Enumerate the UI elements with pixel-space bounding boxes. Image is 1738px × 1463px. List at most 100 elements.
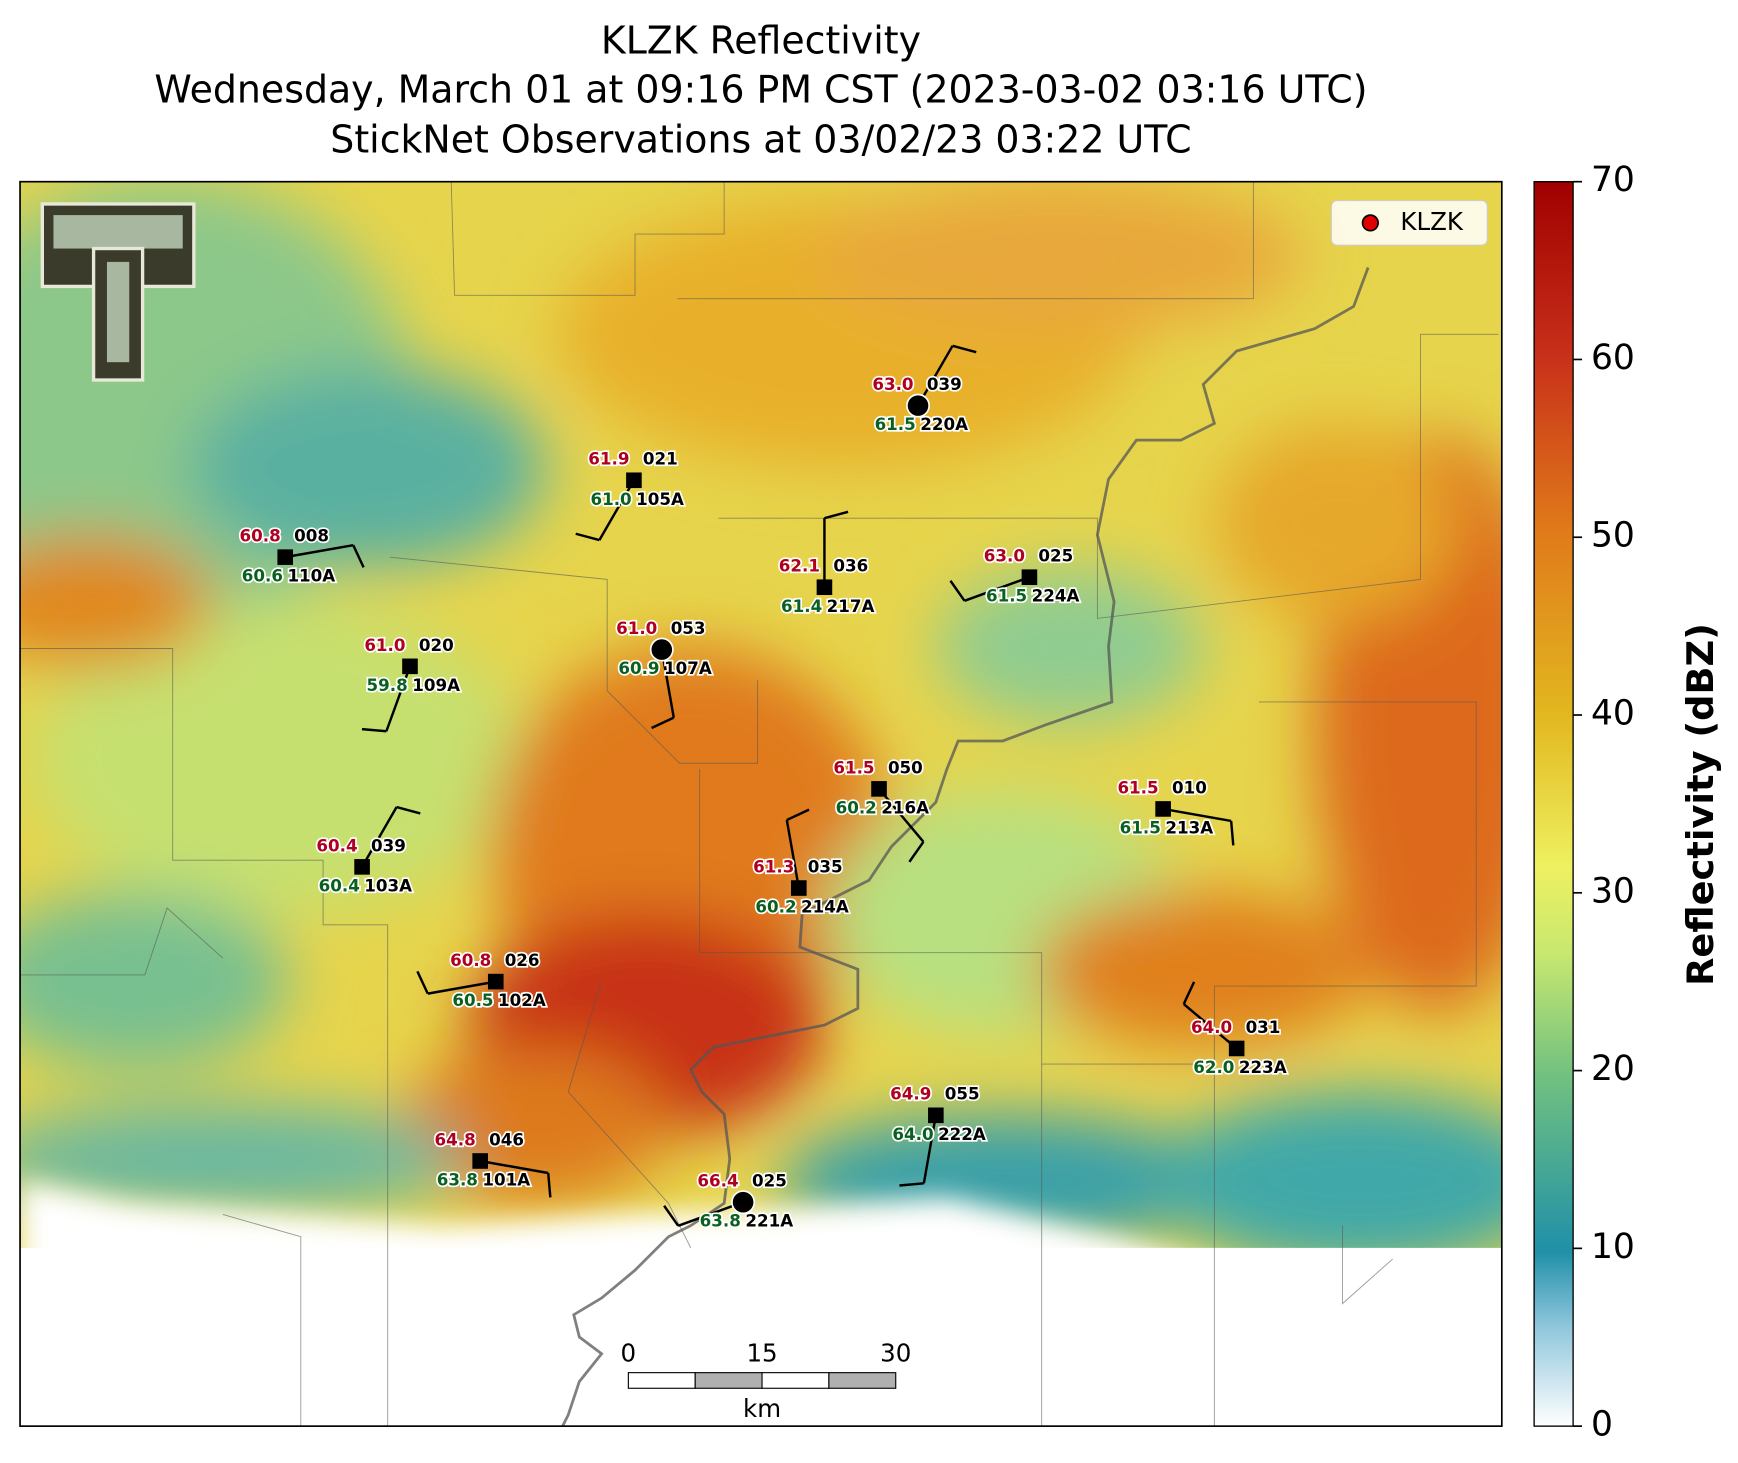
- station-id: 221A: [745, 1211, 793, 1231]
- station-marker: [626, 472, 642, 489]
- temperature: 64.9: [890, 1084, 931, 1104]
- temperature: 62.1: [779, 556, 820, 576]
- temperature: 61.5: [833, 757, 874, 777]
- station-marker: [354, 859, 370, 875]
- wind-direction: 025: [1038, 546, 1073, 566]
- wind-barb-flag: [949, 580, 966, 602]
- dewpoint: 61.0: [590, 489, 631, 509]
- wind-direction: 035: [808, 856, 843, 876]
- wind-direction: 050: [888, 757, 923, 777]
- wind-barb-flag: [396, 805, 421, 815]
- wind-barb-flag: [786, 808, 810, 822]
- station-marker: [1021, 569, 1038, 585]
- legend-marker: [1361, 214, 1379, 232]
- colorbar-tick-label: 20: [1591, 1049, 1635, 1089]
- wind-direction: 036: [833, 556, 868, 576]
- station-marker: [649, 637, 674, 662]
- temperature: 61.5: [1117, 777, 1158, 797]
- colorbar-tick-label: 40: [1591, 694, 1635, 734]
- dewpoint: 60.6: [242, 566, 283, 586]
- scale-tick-label: 0: [621, 1339, 637, 1368]
- wind-barb: [785, 819, 801, 889]
- stations: 60.8 008 60.6 110A 61.0 020 59.8 109A 61.9 021 61.…: [238, 344, 1288, 1232]
- wind-barb-flag: [416, 970, 429, 995]
- temperature: 63.0: [984, 546, 1025, 566]
- dewpoint: 64.0: [892, 1124, 933, 1144]
- station-marker: [791, 880, 807, 896]
- wind-barb-flag: [546, 1172, 552, 1198]
- temperature: 61.3: [753, 856, 794, 876]
- wind-direction: 010: [1172, 777, 1207, 797]
- station-id: 101A: [482, 1170, 530, 1190]
- dewpoint: 60.2: [755, 897, 796, 917]
- scale-segment: [828, 1372, 897, 1389]
- temperature: 61.9: [588, 449, 629, 469]
- wind-direction: 046: [489, 1129, 524, 1149]
- wind-barb-flag: [1182, 981, 1196, 1005]
- wind-direction: 039: [371, 835, 406, 855]
- station-marker: [731, 1190, 756, 1215]
- station-marker: [1228, 1040, 1245, 1057]
- temperature: 63.0: [872, 374, 913, 394]
- wind-barb: [964, 576, 1030, 602]
- station-marker: [277, 549, 294, 565]
- river: [561, 266, 1370, 1427]
- station-marker: [472, 1153, 488, 1169]
- wind-barb: [878, 788, 925, 843]
- dewpoint: 63.8: [437, 1170, 478, 1190]
- station-marker: [871, 781, 887, 797]
- scale-tick-label: 30: [880, 1339, 911, 1368]
- station-id: 213A: [1165, 817, 1213, 837]
- dewpoint: 61.5: [986, 586, 1027, 606]
- title: KLZK Reflectivity Wednesday, March 01 at…: [154, 19, 1367, 162]
- scale-tick-label: 15: [746, 1339, 777, 1368]
- wind-barb: [598, 479, 635, 541]
- station-id: 217A: [827, 596, 875, 616]
- wind-direction: 021: [643, 449, 678, 469]
- scale-bar: 0 15 30 km: [621, 1339, 912, 1424]
- wind-direction: 039: [927, 374, 962, 394]
- station-id: 216A: [881, 797, 929, 817]
- wind-barb-flag: [361, 727, 387, 733]
- station-id: 105A: [636, 489, 684, 509]
- wind-barb: [1182, 1003, 1238, 1050]
- title-line: KLZK Reflectivity: [601, 19, 921, 63]
- wind-direction: 008: [294, 526, 329, 546]
- colorbar-label: Reflectivity (dBZ): [1679, 623, 1722, 986]
- station-id: 102A: [498, 990, 546, 1010]
- dewpoint: 61.5: [875, 414, 916, 434]
- dewpoint: 63.8: [700, 1211, 741, 1231]
- scale-unit: km: [743, 1394, 781, 1423]
- station-marker: [1155, 801, 1171, 817]
- wind-barb-flag: [352, 544, 365, 568]
- scale-segment: [761, 1372, 830, 1389]
- station-id: 224A: [1032, 586, 1080, 606]
- dewpoint: 61.5: [1120, 817, 1161, 837]
- dewpoint: 60.2: [836, 797, 877, 817]
- colorbar-tick-label: 60: [1591, 338, 1635, 378]
- wind-barb-flag: [899, 1182, 924, 1187]
- map-frame: [19, 180, 1503, 1427]
- wind-direction: 031: [1246, 1017, 1281, 1037]
- wind-barb: [479, 1159, 549, 1175]
- temperature: 61.0: [616, 618, 657, 638]
- station-id: 107A: [664, 658, 712, 678]
- station-id: 110A: [287, 566, 335, 586]
- wind-barb: [427, 980, 496, 995]
- wind-barb-flag: [824, 510, 849, 520]
- station-id: 214A: [801, 897, 849, 917]
- dewpoint: 62.0: [1193, 1057, 1234, 1077]
- wind-barb: [385, 665, 412, 732]
- station-marker: [487, 973, 504, 990]
- station-id: 222A: [938, 1124, 986, 1144]
- scale-segment: [627, 1372, 696, 1389]
- wind-barb: [922, 1115, 938, 1184]
- wind-barb-flag: [908, 841, 925, 863]
- temperature: 61.0: [364, 635, 405, 655]
- station-marker: [928, 1107, 944, 1124]
- wind-direction: 053: [671, 618, 706, 638]
- scale-segment: [694, 1372, 763, 1389]
- colorbar: Reflectivity (dBZ) 0 10 20 30 40 50 60 70: [1533, 160, 1722, 1445]
- dewpoint: 61.4: [781, 596, 822, 616]
